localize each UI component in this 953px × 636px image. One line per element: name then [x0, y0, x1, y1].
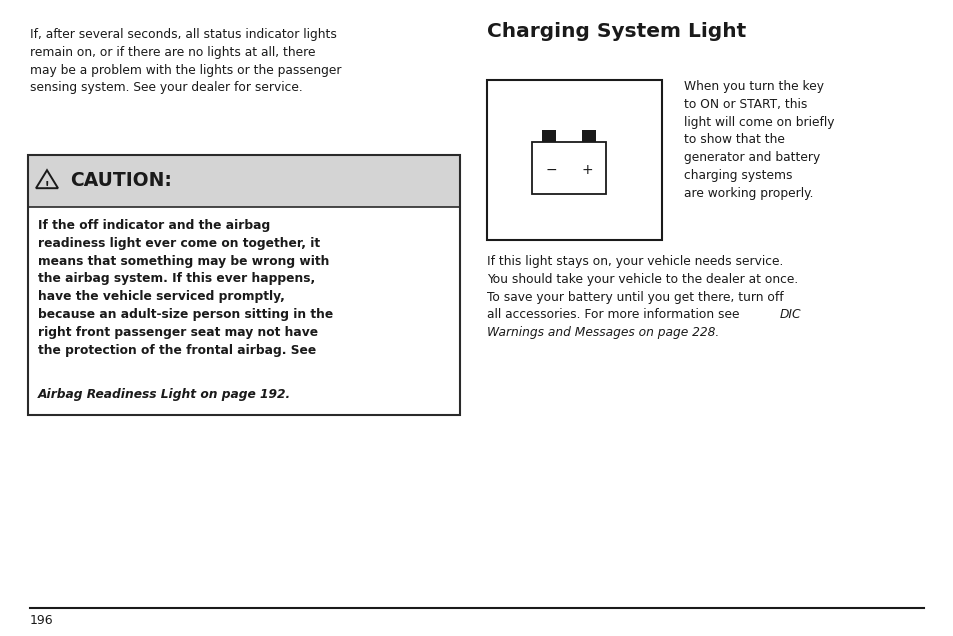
Text: Charging System Light: Charging System Light [486, 22, 745, 41]
Text: DIC: DIC [780, 308, 801, 321]
Text: !: ! [45, 181, 50, 191]
Text: CAUTION:: CAUTION: [70, 172, 172, 191]
FancyBboxPatch shape [542, 130, 556, 142]
Text: Warnings and Messages on page 228.: Warnings and Messages on page 228. [486, 326, 719, 340]
FancyBboxPatch shape [582, 130, 596, 142]
Text: +: + [581, 163, 593, 177]
FancyBboxPatch shape [28, 207, 459, 415]
Text: If the off indicator and the airbag
readiness light ever come on together, it
me: If the off indicator and the airbag read… [38, 219, 333, 357]
Text: −: − [545, 163, 557, 177]
FancyBboxPatch shape [486, 80, 661, 240]
Text: When you turn the key
to ON or START, this
light will come on briefly
to show th: When you turn the key to ON or START, th… [683, 80, 834, 200]
Text: Airbag Readiness Light on page 192.: Airbag Readiness Light on page 192. [38, 388, 291, 401]
Text: 196: 196 [30, 614, 53, 627]
Text: If, after several seconds, all status indicator lights
remain on, or if there ar: If, after several seconds, all status in… [30, 28, 341, 94]
Text: If this light stays on, your vehicle needs service.
You should take your vehicle: If this light stays on, your vehicle nee… [486, 255, 798, 321]
FancyBboxPatch shape [28, 155, 459, 207]
FancyBboxPatch shape [532, 142, 606, 194]
